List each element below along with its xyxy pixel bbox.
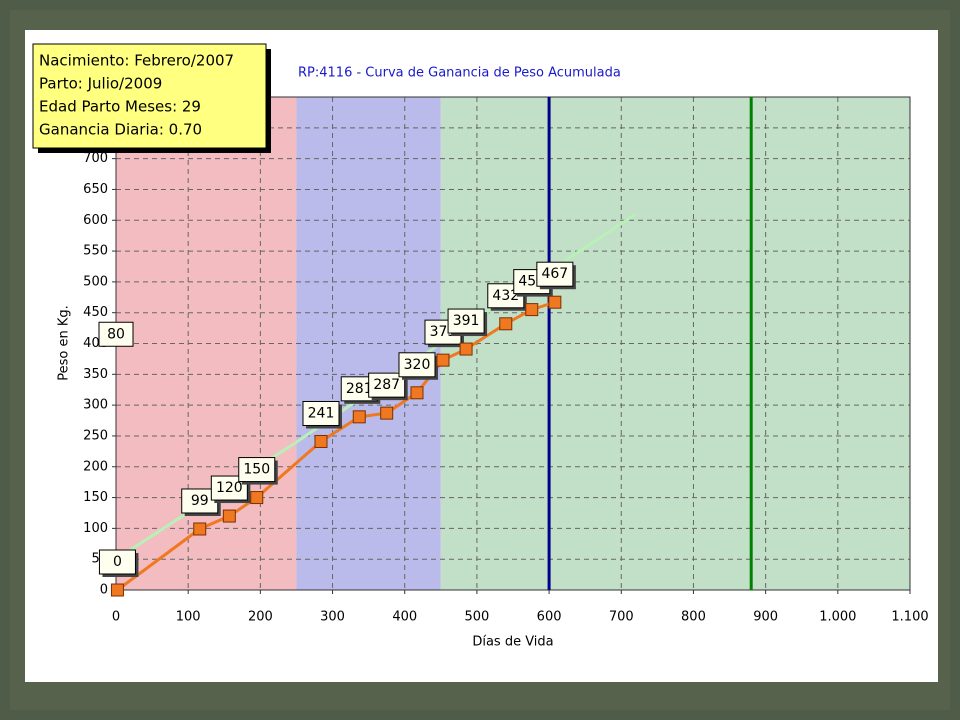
data-label: 281: [346, 381, 373, 397]
data-label: 467: [541, 266, 568, 282]
x-tick-label: 800: [681, 610, 706, 625]
point: [250, 491, 264, 505]
x-tick-label: 700: [609, 610, 634, 625]
point: [380, 406, 394, 420]
y-tick-label: 450: [83, 305, 108, 320]
plot: 0501001502002503003504004505005506006507…: [83, 90, 928, 625]
info-line: Edad Parto Meses: 29: [39, 98, 201, 116]
point: [193, 522, 207, 536]
y-tick-label: 600: [83, 213, 108, 228]
x-tick-label: 300: [320, 610, 345, 625]
label-bg: [398, 352, 436, 378]
data-label: 241: [308, 405, 335, 421]
point: [436, 353, 450, 367]
label-bg: [98, 549, 136, 575]
y-axis-label: Peso en Kg.: [57, 305, 72, 381]
y-tick-label: 350: [83, 367, 108, 382]
info-bg: [32, 43, 267, 149]
x-tick-label: 400: [392, 610, 417, 625]
data-label: 150: [243, 462, 270, 478]
y-tick-label: 250: [83, 428, 108, 443]
info-line: Ganancia Diaria: 0.70: [39, 121, 202, 139]
y-tick-label: 550: [83, 244, 108, 259]
x-tick-label: 1.000: [819, 610, 856, 625]
chart-title: RP:4116 - Curva de Ganancia de Peso Acum…: [298, 66, 621, 81]
annotation-bg: [98, 321, 134, 347]
label-bg: [536, 261, 574, 287]
data-label: 320: [404, 357, 431, 373]
y-tick-label: 700: [83, 151, 108, 166]
data-label: 99: [191, 493, 209, 509]
y-tick-label: 200: [83, 459, 108, 474]
point: [110, 583, 124, 597]
point: [410, 386, 424, 400]
point: [352, 410, 366, 424]
y-tick-label: 650: [83, 182, 108, 197]
point: [314, 434, 328, 448]
annotation: 80: [107, 326, 125, 342]
point: [499, 317, 513, 331]
data-label: 287: [373, 377, 400, 393]
x-tick-label: 200: [248, 610, 273, 625]
label-bg: [447, 308, 485, 334]
label-bg: [302, 400, 340, 426]
x-tick-label: 600: [537, 610, 562, 625]
y-tick-label: 0: [100, 583, 108, 598]
point: [459, 342, 473, 356]
x-tick-label: 1.100: [891, 610, 928, 625]
y-tick-label: 300: [83, 398, 108, 413]
data-label: 391: [453, 313, 480, 329]
point: [548, 295, 562, 309]
data-label: 120: [216, 480, 243, 496]
info-line: Nacimiento: Febrero/2007: [39, 52, 234, 70]
info-line: Parto: Julio/2009: [39, 75, 162, 93]
point: [222, 509, 236, 523]
x-tick-label: 0: [112, 610, 120, 625]
data-label: 432: [492, 288, 519, 304]
x-axis-label: Días de Vida: [472, 635, 553, 650]
label-bg: [238, 457, 276, 483]
y-tick-label: 500: [83, 274, 108, 289]
info-box: Nacimiento: Febrero/2007 Parto: Julio/20…: [32, 43, 271, 153]
x-tick-label: 100: [176, 610, 201, 625]
y-tick-label: 100: [83, 521, 108, 536]
x-tick-label: 900: [753, 610, 778, 625]
point: [525, 303, 539, 317]
y-tick-label: 150: [83, 490, 108, 505]
x-tick-label: 500: [464, 610, 489, 625]
data-label: 0: [113, 554, 122, 570]
